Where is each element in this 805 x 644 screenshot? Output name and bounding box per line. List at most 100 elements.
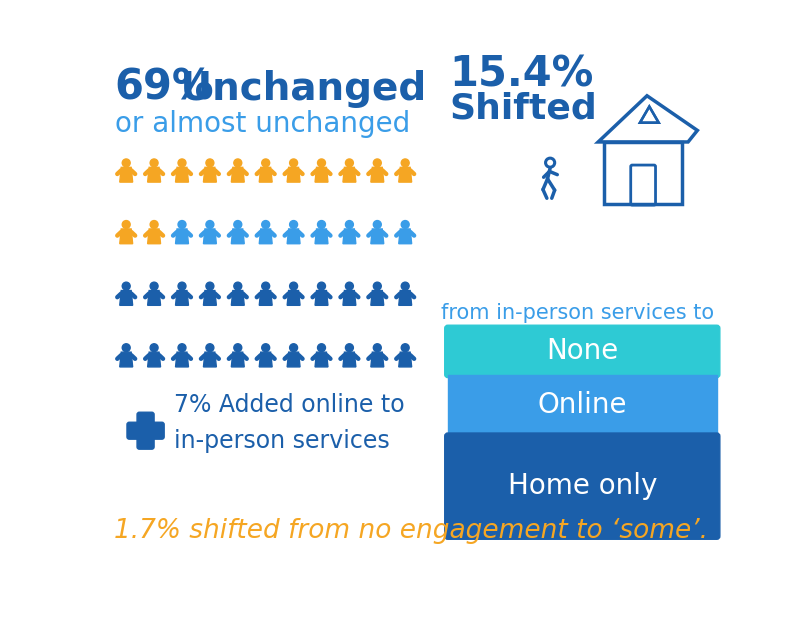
Polygon shape (287, 167, 300, 182)
Circle shape (345, 282, 353, 290)
Text: from in-person services to: from in-person services to (440, 303, 714, 323)
Circle shape (262, 344, 270, 352)
Text: Online: Online (538, 392, 627, 419)
FancyBboxPatch shape (137, 412, 154, 450)
Polygon shape (287, 352, 300, 367)
Polygon shape (204, 290, 217, 305)
Polygon shape (204, 167, 217, 182)
Circle shape (150, 344, 158, 352)
Circle shape (206, 220, 214, 229)
Circle shape (150, 159, 158, 167)
Polygon shape (315, 352, 328, 367)
Circle shape (206, 282, 214, 290)
Circle shape (290, 220, 298, 229)
Polygon shape (175, 167, 188, 182)
Circle shape (401, 220, 409, 229)
Circle shape (122, 344, 130, 352)
Polygon shape (398, 167, 411, 182)
Circle shape (374, 344, 382, 352)
Circle shape (401, 159, 409, 167)
Polygon shape (204, 352, 217, 367)
Polygon shape (343, 167, 356, 182)
Circle shape (290, 282, 298, 290)
Circle shape (233, 282, 242, 290)
Text: 15.4%: 15.4% (449, 53, 594, 96)
Polygon shape (204, 229, 217, 243)
Polygon shape (147, 229, 160, 243)
Polygon shape (147, 290, 160, 305)
Polygon shape (231, 167, 244, 182)
Circle shape (374, 220, 382, 229)
Circle shape (290, 344, 298, 352)
Circle shape (206, 344, 214, 352)
Circle shape (178, 159, 186, 167)
Polygon shape (231, 290, 244, 305)
Polygon shape (259, 352, 272, 367)
Circle shape (345, 344, 353, 352)
Text: 69%: 69% (114, 66, 214, 108)
Polygon shape (371, 290, 384, 305)
Polygon shape (315, 229, 328, 243)
Polygon shape (147, 352, 160, 367)
Polygon shape (343, 352, 356, 367)
Polygon shape (120, 290, 133, 305)
Circle shape (233, 344, 242, 352)
Text: or almost unchanged: or almost unchanged (114, 110, 410, 138)
Circle shape (317, 220, 325, 229)
Polygon shape (120, 352, 133, 367)
Polygon shape (231, 229, 244, 243)
Circle shape (150, 282, 158, 290)
Circle shape (317, 344, 325, 352)
Polygon shape (287, 229, 300, 243)
Circle shape (401, 282, 409, 290)
Text: Shifted: Shifted (449, 91, 597, 125)
Text: Home only: Home only (508, 472, 657, 500)
Polygon shape (398, 352, 411, 367)
Polygon shape (343, 290, 356, 305)
Polygon shape (259, 229, 272, 243)
Circle shape (401, 344, 409, 352)
Text: Unchanged: Unchanged (167, 70, 426, 108)
Circle shape (122, 220, 130, 229)
Polygon shape (175, 229, 188, 243)
Text: None: None (546, 337, 618, 365)
Circle shape (178, 282, 186, 290)
Circle shape (262, 220, 270, 229)
Circle shape (262, 159, 270, 167)
Circle shape (317, 159, 325, 167)
Circle shape (206, 159, 214, 167)
FancyBboxPatch shape (444, 433, 720, 539)
Polygon shape (231, 352, 244, 367)
Text: 7% Added online to
in-person services: 7% Added online to in-person services (174, 393, 405, 453)
Polygon shape (371, 352, 384, 367)
Text: 1.7% shifted from no engagement to ‘some’.: 1.7% shifted from no engagement to ‘some… (114, 518, 708, 544)
Circle shape (345, 159, 353, 167)
Polygon shape (120, 167, 133, 182)
Circle shape (262, 282, 270, 290)
Circle shape (233, 159, 242, 167)
Polygon shape (147, 167, 160, 182)
Circle shape (290, 159, 298, 167)
Circle shape (345, 220, 353, 229)
Circle shape (122, 282, 130, 290)
Polygon shape (259, 290, 272, 305)
Polygon shape (315, 290, 328, 305)
Polygon shape (398, 229, 411, 243)
Polygon shape (371, 167, 384, 182)
Polygon shape (175, 352, 188, 367)
FancyBboxPatch shape (444, 325, 720, 377)
Polygon shape (398, 290, 411, 305)
Circle shape (317, 282, 325, 290)
Circle shape (178, 344, 186, 352)
Polygon shape (287, 290, 300, 305)
Polygon shape (371, 229, 384, 243)
Polygon shape (175, 290, 188, 305)
Circle shape (150, 220, 158, 229)
Polygon shape (343, 229, 356, 243)
Polygon shape (120, 229, 133, 243)
Circle shape (233, 220, 242, 229)
Circle shape (178, 220, 186, 229)
Polygon shape (259, 167, 272, 182)
Polygon shape (448, 375, 716, 436)
Circle shape (122, 159, 130, 167)
